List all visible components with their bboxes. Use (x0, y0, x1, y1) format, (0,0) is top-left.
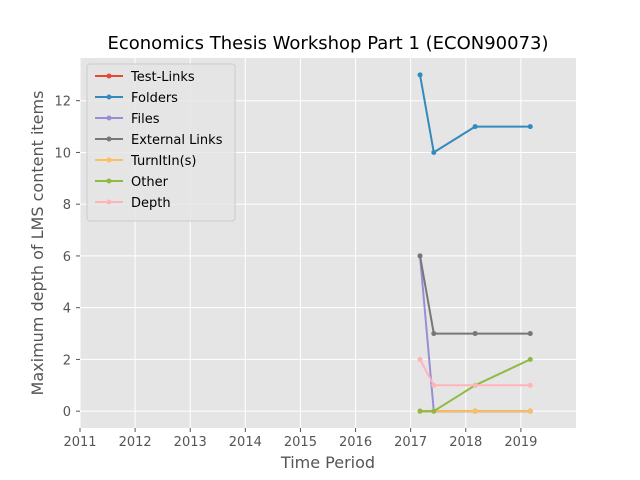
x-axis-title: Time Period (280, 453, 375, 472)
legend-marker (106, 199, 112, 205)
data-point (417, 356, 423, 362)
data-point (417, 253, 423, 259)
x-tick-label: 2018 (449, 435, 482, 450)
legend-marker (106, 136, 112, 142)
legend-label: External Links (131, 133, 223, 148)
y-tick-label: 12 (54, 95, 71, 110)
data-point (527, 408, 533, 414)
x-tick-label: 2012 (119, 435, 152, 450)
data-point (431, 331, 437, 337)
series-line (419, 255, 531, 335)
x-tick-label: 2013 (174, 435, 207, 450)
legend-label: Other (131, 175, 169, 190)
legend-marker (106, 94, 112, 100)
legend-item: Files (95, 112, 160, 127)
series-external-links (417, 253, 533, 337)
series-depth (417, 356, 533, 388)
legend-label: Files (131, 112, 160, 127)
data-point (472, 331, 478, 337)
legend-label: TurnItIn(s) (130, 154, 196, 169)
x-tick-label: 2019 (504, 435, 537, 450)
chart-title: Economics Thesis Workshop Part 1 (ECON90… (107, 33, 548, 54)
x-tick-label: 2014 (229, 435, 262, 450)
legend-label: Depth (131, 196, 171, 211)
series-line (420, 358, 531, 413)
data-point (527, 382, 533, 388)
legend-label: Test-Links (130, 70, 195, 85)
y-tick-label: 4 (63, 302, 71, 317)
legend-marker (106, 115, 112, 121)
data-point (417, 72, 423, 78)
data-point (472, 408, 478, 414)
legend-label: Folders (131, 91, 178, 106)
y-tick-label: 6 (63, 250, 71, 265)
x-tick-label: 2017 (394, 435, 427, 450)
x-tick-label: 2011 (63, 435, 96, 450)
legend-marker (106, 178, 112, 184)
legend-marker (106, 73, 112, 79)
data-point (431, 149, 437, 155)
data-point (527, 124, 533, 130)
x-axis: 2011 2012 2013 2014 2015 2016 2017 2018 2019 (63, 428, 537, 450)
y-axis: 0 2 4 6 8 10 12 (54, 95, 80, 420)
legend-item: TurnItIn(s) (95, 154, 196, 169)
data-point (431, 382, 437, 388)
y-tick-label: 2 (63, 353, 71, 368)
series-line (419, 74, 531, 154)
x-tick-label: 2016 (339, 435, 372, 450)
data-point (472, 382, 478, 388)
legend-item: Test-Links (95, 70, 195, 85)
y-tick-label: 10 (54, 146, 71, 161)
data-point (472, 124, 478, 130)
series-folders (417, 72, 533, 155)
legend-box (86, 63, 236, 222)
data-point (417, 408, 423, 414)
legend-marker (106, 157, 112, 163)
y-tick-label: 8 (63, 198, 71, 213)
legend-item: Other (95, 175, 169, 190)
legend-item: External Links (95, 133, 223, 148)
data-point (527, 331, 533, 337)
y-axis-title: Maximum depth of LMS content items (28, 91, 47, 396)
data-point (527, 356, 533, 362)
legend-item: Folders (95, 91, 178, 106)
x-tick-label: 2015 (284, 435, 317, 450)
legend: Test-Links Folders Files External Links Turn… (86, 63, 236, 222)
series-group (417, 72, 533, 414)
series-line (419, 358, 531, 387)
data-point (431, 408, 437, 414)
legend-item: Depth (95, 196, 171, 211)
y-tick-label: 0 (63, 405, 71, 420)
